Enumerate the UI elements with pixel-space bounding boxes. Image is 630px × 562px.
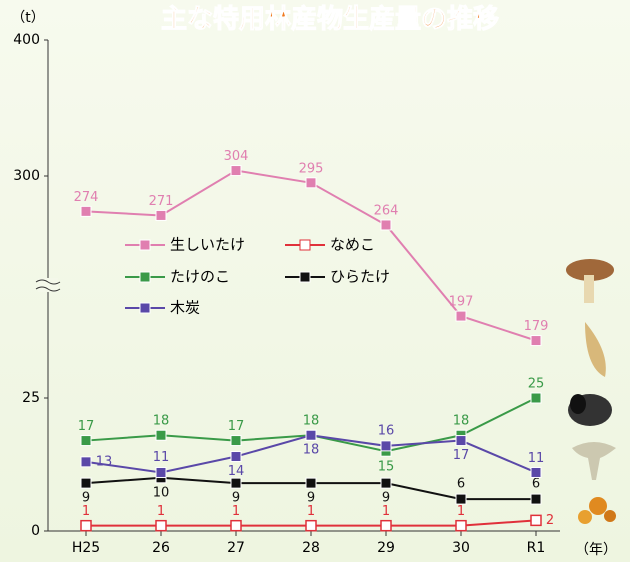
data-label: 10 [153,485,170,500]
y-tick-label: 25 [22,390,40,406]
data-label: 264 [374,203,399,218]
point [230,477,242,489]
legend-marker [299,271,311,283]
x-tick-label: 30 [452,540,470,556]
point [80,477,92,489]
data-label: 2 [546,513,554,528]
data-label: 17 [228,419,245,434]
data-label: 13 [96,454,113,469]
data-label: 1 [232,504,240,519]
point [530,514,542,527]
data-label: 17 [453,448,470,463]
axis-break-bg [38,278,58,292]
point [230,451,242,463]
point [455,519,467,532]
point [230,435,242,447]
data-label: 1 [382,504,390,519]
point [155,466,167,478]
legend-label: 生しいたけ [170,236,245,254]
point [305,177,317,189]
point [380,219,392,231]
legend-marker [139,271,151,283]
data-label: 9 [232,491,240,506]
point [455,435,467,447]
data-label: 179 [524,319,549,334]
point [455,493,467,505]
point [230,519,242,532]
data-label: 11 [153,450,170,465]
data-label: 18 [303,414,320,429]
point [305,429,317,441]
legend-marker [139,239,151,251]
data-label: 16 [378,423,395,438]
decoration [566,259,616,524]
x-axis-label: （年） [575,542,617,558]
data-label: 9 [382,491,390,506]
point [80,456,92,468]
legend-marker [139,302,151,314]
data-label: 271 [149,194,174,209]
x-tick-label: R1 [527,540,546,556]
point [155,519,167,532]
y-tick-label: 300 [13,168,40,184]
data-label: 9 [82,491,90,506]
legend-label: なめこ [330,236,375,254]
data-label: 1 [307,504,315,519]
data-label: 17 [78,419,95,434]
point [530,493,542,505]
point [80,435,92,447]
x-tick-label: 29 [377,540,395,556]
data-label: 18 [453,414,470,429]
chart-title: 主な特用林産物生産量の推移 [161,4,499,35]
point [230,165,242,177]
legend-label: たけのこ [170,268,230,286]
data-label: 274 [74,190,99,205]
point [305,477,317,489]
data-label: 197 [449,295,474,310]
data-label: 1 [457,504,465,519]
data-label: 6 [532,477,540,492]
data-label: 9 [307,491,315,506]
data-label: 6 [457,477,465,492]
data-label: 15 [378,460,395,475]
axis-break [35,279,61,292]
x-tick-label: H25 [72,540,100,556]
data-label: 1 [157,504,165,519]
data-label: 11 [528,451,545,466]
x-tick-label: 26 [152,540,170,556]
point [380,519,392,532]
data-label: 295 [299,161,324,176]
y-tick-label: 0 [31,523,40,539]
data-label: 18 [153,414,170,429]
point [455,310,467,322]
data-label: 1 [82,504,90,519]
point [305,519,317,532]
point [80,205,92,217]
point [80,519,92,532]
legend-label: ひらたけ [330,268,390,286]
data-label: 25 [528,377,545,392]
data-label: 304 [224,149,249,164]
data-label: 18 [303,443,320,458]
point [530,466,542,478]
x-tick-label: 27 [227,540,245,556]
point [530,392,542,404]
legend-label: 木炭 [170,299,200,317]
x-tick-label: 28 [302,540,320,556]
legend-marker [299,239,311,251]
point [380,477,392,489]
y-tick-label: 400 [13,32,40,48]
point [155,209,167,221]
data-label: 14 [228,464,245,479]
point [155,429,167,441]
point [530,335,542,347]
y-axis-label: （t） [11,10,45,26]
point [380,440,392,452]
